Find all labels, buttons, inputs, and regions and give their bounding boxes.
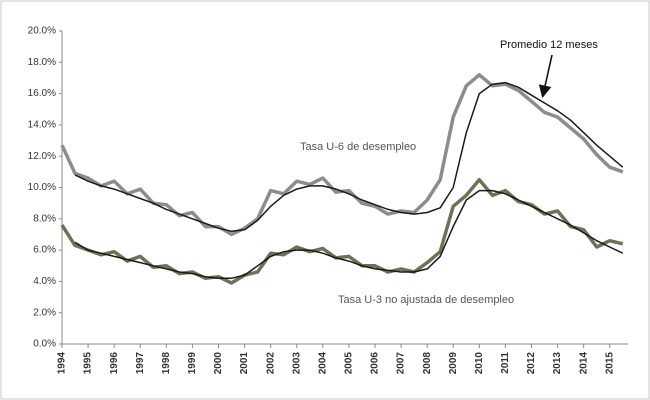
x-tick-label: 2014	[578, 352, 589, 375]
x-tick-label: 2003	[291, 352, 302, 375]
series-label: Promedio 12 meses	[500, 39, 598, 51]
x-tick-label: 1998	[161, 352, 172, 375]
x-tick-label: 2005	[344, 352, 355, 375]
y-tick-label: 16.0%	[28, 88, 56, 99]
y-tick-label: 14.0%	[28, 120, 56, 131]
x-tick-label: 1995	[83, 352, 94, 375]
x-tick-label: 2011	[500, 352, 511, 374]
average-line	[74, 189, 624, 280]
annotation-arrow	[538, 54, 553, 99]
series-label: Tasa U-3 no ajustada de desempleo	[338, 294, 514, 306]
x-tick-label: 2012	[526, 352, 537, 375]
y-tick-label: 4.0%	[33, 276, 56, 287]
x-tick-label: 2009	[448, 352, 459, 375]
x-tick-label: 2001	[239, 352, 250, 375]
x-tick-label: 2010	[474, 352, 485, 375]
x-tick-label: 2006	[370, 352, 381, 375]
x-tick-label: 1999	[187, 352, 198, 375]
x-tick-label: 2000	[213, 352, 224, 375]
x-tick-label: 1994	[57, 352, 68, 375]
x-tick-label: 2008	[422, 352, 433, 375]
x-tick-label: 2015	[604, 352, 615, 375]
x-tick-label: 2004	[317, 352, 328, 375]
x-tick-label: 2013	[552, 352, 563, 375]
y-tick-label: 12.0%	[28, 151, 56, 162]
y-tick-label: 6.0%	[33, 245, 56, 256]
x-tick-label: 1996	[109, 352, 120, 375]
average-line	[74, 81, 624, 233]
y-tick-label: 18.0%	[28, 57, 56, 68]
y-tick-label: 10.0%	[28, 182, 56, 193]
x-tick-label: 1997	[135, 352, 146, 375]
y-tick-label: 8.0%	[33, 213, 56, 224]
y-tick-label: 20.0%	[28, 26, 56, 37]
x-tick-label: 2007	[396, 352, 407, 375]
x-tick-label: 2002	[265, 352, 276, 375]
series-label: Tasa U-6 de desempleo	[300, 141, 416, 153]
y-tick-label: 0.0%	[33, 339, 56, 350]
y-tick-label: 2.0%	[33, 307, 56, 318]
